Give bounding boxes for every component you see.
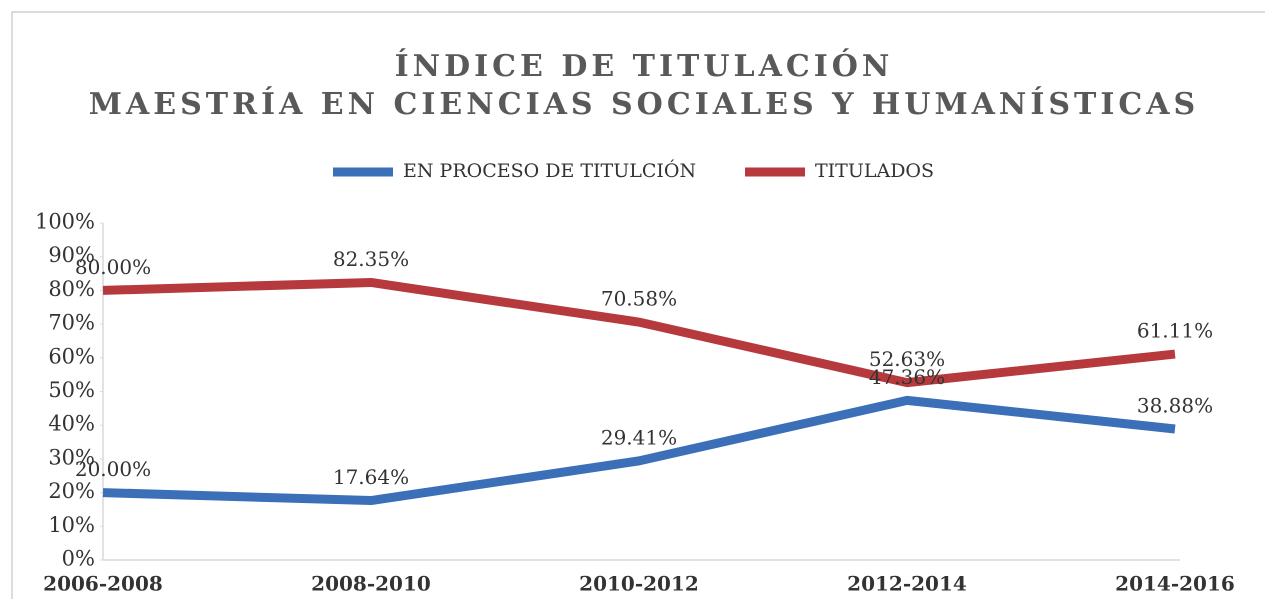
data-label: 29.41% xyxy=(601,425,677,449)
y-tick-label: 80% xyxy=(48,277,95,301)
y-tick-label: 100% xyxy=(35,210,95,234)
x-tick-label: 2014-2016 xyxy=(1115,572,1235,596)
series-line xyxy=(102,277,1176,388)
legend-label: TITULADOS xyxy=(815,160,934,182)
data-label: 70.58% xyxy=(601,287,677,311)
data-label: 52.63% xyxy=(869,347,945,371)
data-label: 80.00% xyxy=(75,255,151,279)
y-tick-label: 20% xyxy=(48,479,95,503)
x-tick-label: 2008-2010 xyxy=(311,572,431,596)
x-tick-label: 2012-2014 xyxy=(847,572,967,596)
data-label: 17.64% xyxy=(333,465,409,489)
y-tick-label: 60% xyxy=(48,344,95,368)
data-label: 20.00% xyxy=(75,457,151,481)
data-label: 61.11% xyxy=(1137,319,1213,343)
series-line xyxy=(102,395,1176,506)
frame xyxy=(11,11,1265,599)
chart-subtitle: MAESTRÍA EN CIENCIAS SOCIALES Y HUMANÍST… xyxy=(89,86,1199,122)
x-tick-label: 2006-2008 xyxy=(43,572,163,596)
data-label: 82.35% xyxy=(333,247,409,271)
data-label: 47.36% xyxy=(869,365,945,389)
y-tick-label: 90% xyxy=(48,243,95,267)
y-tick-label: 40% xyxy=(48,412,95,436)
y-tick-label: 70% xyxy=(48,311,95,335)
x-tick-label: 2010-2012 xyxy=(579,572,699,596)
y-tick-label: 10% xyxy=(48,513,95,537)
y-tick-label: 30% xyxy=(48,445,95,469)
y-tick-label: 50% xyxy=(48,378,95,402)
legend-label: EN PROCESO DE TITULCIÓN xyxy=(403,159,696,182)
data-label: 38.88% xyxy=(1137,393,1213,417)
y-tick-label: 0% xyxy=(62,547,95,571)
chart-title: ÍNDICE DE TITULACIÓN xyxy=(395,48,894,84)
